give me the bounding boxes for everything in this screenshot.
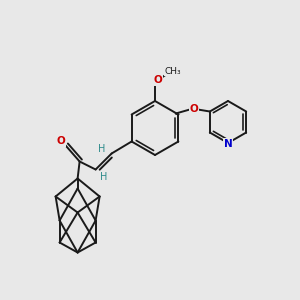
Text: H: H [98, 143, 105, 154]
Text: O: O [56, 136, 65, 146]
Text: CH₃: CH₃ [165, 67, 181, 76]
Text: H: H [100, 172, 107, 182]
Text: O: O [189, 104, 198, 115]
Text: O: O [154, 75, 162, 85]
Text: N: N [224, 139, 232, 149]
